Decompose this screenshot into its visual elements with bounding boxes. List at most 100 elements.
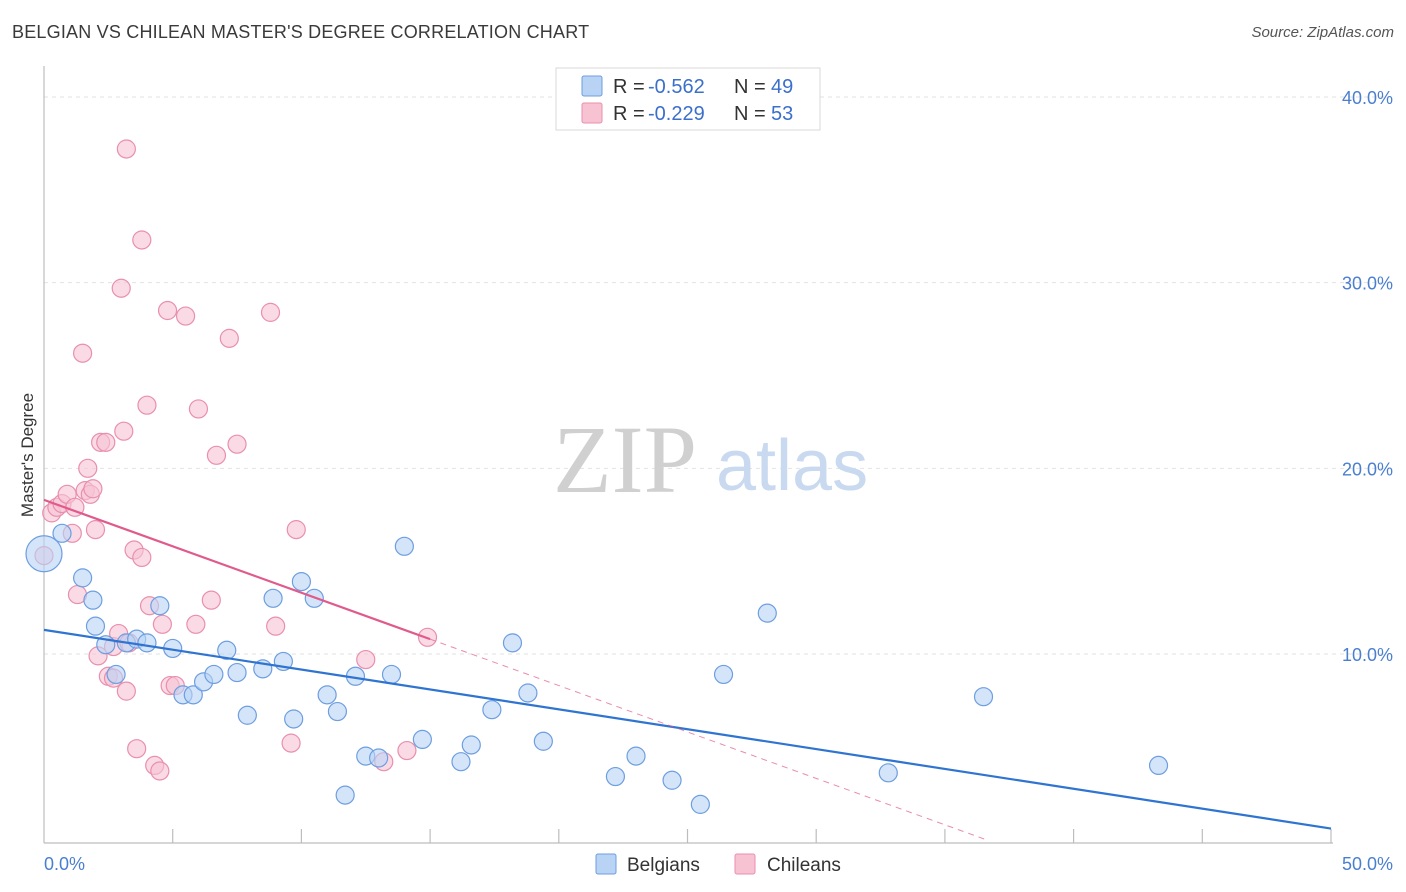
belgians-point — [73, 568, 93, 588]
y-tick-label-20: 20.0% — [1342, 459, 1393, 479]
belgians-point — [412, 729, 432, 750]
legend-swatch-belgians — [581, 75, 603, 97]
belgians-point — [690, 794, 710, 814]
belgians-point — [381, 664, 402, 685]
belgians-point — [1148, 755, 1169, 776]
belgians-point — [106, 664, 126, 685]
belgians-point — [533, 731, 553, 751]
belgians-point — [317, 685, 337, 705]
belgians-point — [291, 571, 311, 592]
chileans-point — [73, 343, 93, 363]
belgians-point — [335, 785, 355, 805]
bottom-legend-swatch-chileans — [734, 853, 756, 875]
belgians-point — [204, 664, 224, 685]
belgians-point — [482, 700, 502, 720]
watermark-zip: ZIP — [553, 406, 697, 513]
trend-lines — [43, 498, 1332, 841]
chileans-point — [286, 520, 306, 540]
watermark-atlas: atlas — [716, 426, 868, 506]
stats-legend: R = -0.562 N = 49 R = -0.229 N = 53 — [555, 67, 821, 131]
tick-labels: 10.0% 20.0% 30.0% 40.0% 0.0% 50.0% — [44, 88, 1393, 874]
belgians-point — [394, 536, 414, 556]
chileans-point — [132, 547, 152, 568]
belgians-point — [626, 746, 646, 766]
axes — [43, 66, 1333, 844]
chileans-point — [206, 445, 227, 465]
chart-title: BELGIAN VS CHILEAN MASTER'S DEGREE CORRE… — [12, 22, 590, 42]
chileans-point — [188, 399, 209, 419]
chileans-point — [137, 395, 157, 415]
legend-r-value-belgians: -0.562 — [648, 76, 705, 98]
bottom-legend-swatch-belgians — [595, 853, 617, 875]
chileans-point — [152, 614, 173, 634]
belgians-point — [150, 596, 170, 616]
belgians-trend-line — [43, 628, 1332, 830]
bottom-legend-label-belgians: Belgians — [627, 855, 700, 876]
belgians-point — [183, 685, 203, 705]
watermark: ZIP atlas — [553, 406, 868, 513]
x-tick-label-min: 0.0% — [44, 854, 85, 874]
belgians-point — [757, 603, 777, 623]
chart-source: Source: ZipAtlas.com — [1251, 24, 1394, 41]
chileans-point — [260, 302, 281, 322]
legend-n-value-chileans: 53 — [771, 103, 793, 125]
chileans-point — [356, 649, 376, 670]
chileans-point — [83, 479, 103, 499]
belgians-point — [518, 683, 538, 703]
chileans-point — [201, 590, 221, 610]
belgians-point — [137, 633, 157, 653]
chileans-trend-line — [43, 498, 431, 641]
legend-n-label-chileans: N = — [734, 103, 766, 125]
belgians-point — [878, 763, 898, 783]
belgians-point — [502, 633, 523, 653]
chileans-point — [175, 306, 196, 326]
belgians-point — [237, 705, 257, 725]
chileans-point — [132, 230, 152, 250]
legend-n-label-belgians: N = — [734, 76, 766, 98]
chileans-point — [150, 761, 170, 781]
chileans-point — [186, 614, 206, 634]
belgians-point — [713, 664, 734, 685]
bottom-legend-label-chileans: Chileans — [767, 855, 841, 876]
x-tick-label-max: 50.0% — [1342, 854, 1393, 874]
legend-r-label-belgians: R = — [613, 76, 645, 98]
y-tick-label-10: 10.0% — [1342, 645, 1393, 665]
chileans-point — [281, 733, 301, 753]
belgians-point — [973, 687, 994, 707]
chileans-point — [266, 616, 286, 636]
belgians-point — [85, 616, 106, 636]
chileans-point — [96, 432, 116, 452]
y-axis-label: Master's Degree — [18, 393, 37, 517]
chileans-point — [127, 739, 147, 759]
belgians-point — [83, 590, 103, 610]
chileans-point — [85, 520, 106, 540]
belgians-point — [217, 640, 237, 660]
legend-r-value-chileans: -0.229 — [648, 103, 705, 125]
chileans-point — [219, 328, 239, 348]
chileans-point — [227, 434, 247, 454]
chileans-point — [116, 681, 136, 701]
belgians-point — [605, 766, 626, 787]
chileans-point — [397, 740, 417, 761]
y-tick-label-40: 40.0% — [1342, 88, 1393, 108]
belgians-point — [52, 523, 72, 543]
series-legend: Belgians Chileans — [595, 853, 841, 876]
chileans-point — [114, 421, 134, 441]
belgians-point — [327, 701, 348, 722]
legend-swatch-chileans — [581, 102, 603, 124]
chileans-point — [78, 458, 98, 478]
belgians-point — [662, 770, 682, 790]
belgians-point — [227, 662, 247, 683]
belgians-point — [451, 752, 471, 772]
belgians-point — [25, 535, 63, 573]
belgians-point — [263, 588, 283, 608]
gridlines — [44, 96, 1391, 655]
belgians-point — [369, 748, 389, 768]
belgians-point — [461, 735, 481, 755]
chileans-point — [111, 278, 131, 298]
chileans-point — [116, 139, 136, 159]
legend-r-label-chileans: R = — [613, 103, 645, 125]
belgians-point — [284, 709, 304, 729]
y-tick-label-30: 30.0% — [1342, 274, 1393, 294]
